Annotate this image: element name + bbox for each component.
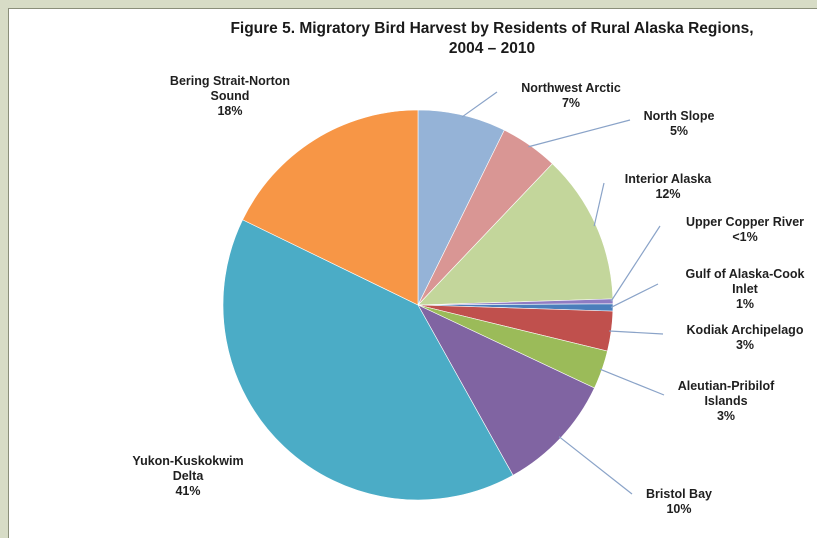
slice-percent-label-9: 18% <box>217 104 242 118</box>
slice-name-label-8: Delta <box>173 469 205 483</box>
slice-name-label-2: Interior Alaska <box>625 172 712 186</box>
chart-title-line-2: 2004 – 2010 <box>449 40 535 57</box>
slice-name-label-7: Bristol Bay <box>646 487 712 501</box>
slice-name-label-6: Islands <box>704 394 747 408</box>
slice-percent-label-6: 3% <box>717 409 735 423</box>
pie-slice-9 <box>242 109 419 306</box>
slice-name-label-9: Sound <box>211 89 250 103</box>
leader-line-3 <box>610 225 661 302</box>
pie-slice-8 <box>222 219 514 501</box>
slice-name-label-4: Inlet <box>732 282 759 296</box>
leader-line-4 <box>610 283 659 308</box>
slice-name-label-4: Gulf of Alaska-Cook <box>686 267 805 281</box>
slice-name-label-1: North Slope <box>644 109 715 123</box>
slice-percent-label-4: 1% <box>736 297 754 311</box>
leader-line-6 <box>599 368 665 396</box>
leader-line-1 <box>528 119 631 148</box>
leader-line-5 <box>609 330 664 335</box>
slice-name-label-6: Aleutian-Pribilof <box>678 379 775 393</box>
slice-percent-label-5: 3% <box>736 338 754 352</box>
slice-name-label-8: Yukon-Kuskokwim <box>132 454 243 468</box>
slice-percent-label-1: 5% <box>670 124 688 138</box>
slice-name-label-9: Bering Strait-Norton <box>170 74 290 88</box>
slice-percent-label-7: 10% <box>666 502 691 516</box>
slice-name-label-0: Northwest Arctic <box>521 81 621 95</box>
leader-line-7 <box>558 436 633 495</box>
slice-percent-label-3: <1% <box>732 230 757 244</box>
slice-percent-label-0: 7% <box>562 96 580 110</box>
leader-line-0 <box>461 91 498 118</box>
slice-percent-label-2: 12% <box>655 187 680 201</box>
slice-name-label-5: Kodiak Archipelago <box>687 323 804 337</box>
chart-title-line-1: Figure 5. Migratory Bird Harvest by Resi… <box>230 20 753 37</box>
slice-name-label-3: Upper Copper River <box>686 215 804 229</box>
pie-slice-2 <box>417 163 614 306</box>
leader-line-2 <box>593 182 605 227</box>
slice-percent-label-8: 41% <box>175 484 200 498</box>
